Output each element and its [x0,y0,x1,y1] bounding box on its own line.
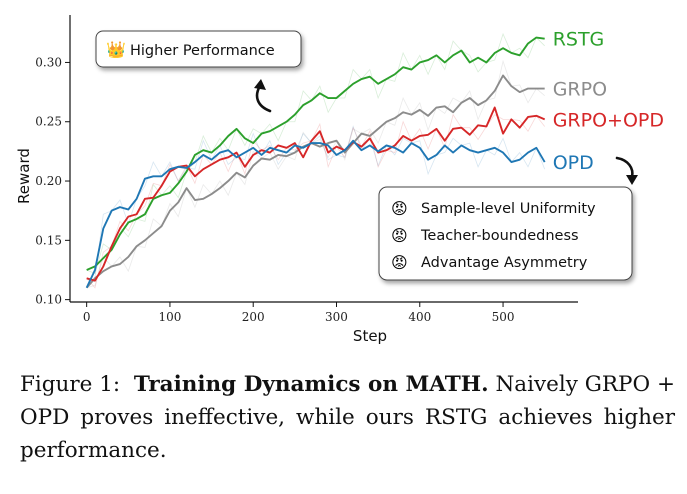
issues-callout: 😡 Sample-level Uniformity 😡 Teacher-boun… [378,186,633,281]
issues-box [378,186,633,281]
issue-label: Sample-level Uniformity [421,201,596,217]
y-tick-label: 0.10 [35,293,62,307]
series-line-opd [85,139,546,289]
caption-figure-label: Figure 1: [20,372,121,397]
curved-arrow-down-icon [615,156,638,185]
higher-performance-callout: 👑 Higher Performance [95,30,302,68]
series-group [85,32,546,289]
series-label-rstg: RSTG [553,29,605,51]
angry-face-icon: 😡 [391,226,408,245]
series-label-opd: OPD [553,152,594,174]
curved-arrow-up-icon [254,79,272,113]
x-tick-label: 300 [325,310,348,324]
series-line-grpo-opd [86,106,546,282]
angry-face-icon: 😡 [391,253,408,272]
x-tick-label: 400 [408,310,431,324]
y-tick-label: 0.20 [35,174,62,188]
series-line-grpo [85,74,545,289]
x-axis-title: Step [353,327,387,345]
higher-performance-label: Higher Performance [130,43,275,59]
x-tick-label: 500 [492,310,515,324]
x-ticks: 0 100 200 300 400 500 [83,302,515,324]
angry-face-icon: 😡 [391,199,408,218]
issue-label: Advantage Asymmetry [421,255,588,271]
series-label-grpo: GRPO [553,79,607,101]
x-tick-label: 100 [158,310,181,324]
series-label-grpo-opd: GRPO+OPD [553,109,664,131]
caption-body: Naively GRPO + OPD proves ineffective, w… [20,372,676,463]
higher-performance-box [95,30,302,68]
x-tick-label: 200 [242,310,265,324]
issue-label: Teacher-boundedness [420,228,579,244]
series-labels: RSTG GRPO GRPO+OPD OPD [553,29,664,174]
crown-icon: 👑 [106,40,126,59]
y-tick-label: 0.15 [35,233,62,247]
y-tick-label: 0.30 [35,55,62,69]
series-line-rstg [86,36,545,271]
series-shadow-trace [86,32,545,275]
y-axis-title: Reward [15,148,33,204]
caption-title: Training Dynamics on MATH. [133,372,489,397]
y-tick-label: 0.25 [35,115,62,129]
figure-caption: Figure 1: Training Dynamics on MATH. Nai… [20,368,675,467]
y-ticks: 0.10 0.15 0.20 0.25 0.30 [35,55,70,307]
x-tick-label: 0 [83,310,91,324]
